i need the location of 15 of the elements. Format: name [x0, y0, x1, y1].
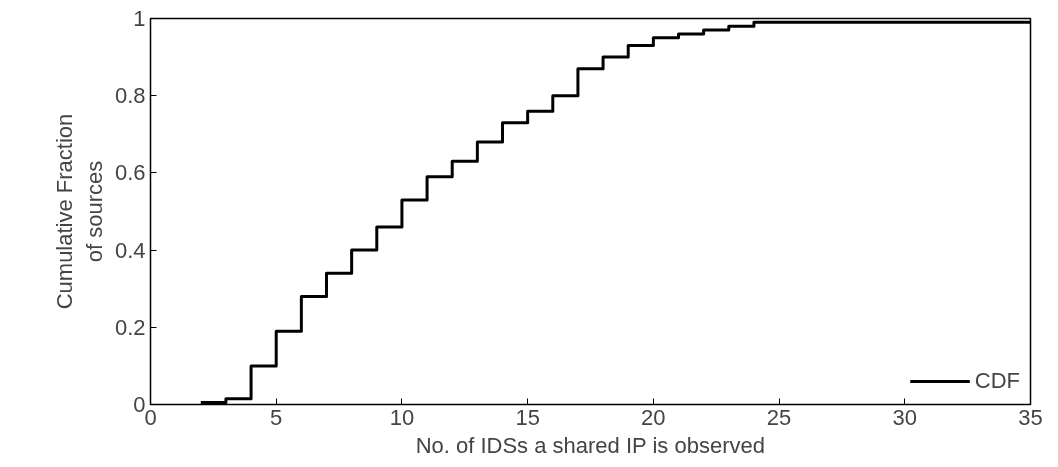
- y-tick-label: 1: [133, 6, 146, 31]
- y-tick-label: 0.6: [114, 160, 146, 186]
- x-tick-label: 25: [766, 404, 792, 430]
- y-axis-title: Cumulative Fraction of sources: [51, 113, 107, 310]
- y-tick-label: 0.8: [114, 83, 146, 109]
- x-tick-label: 15: [515, 404, 540, 430]
- x-tick-label: 20: [641, 404, 666, 430]
- x-tick-label: 35: [1018, 404, 1043, 430]
- x-tick-label: 10: [389, 404, 415, 430]
- x-axis-title: No. of IDSs a shared IP is observed: [415, 432, 765, 458]
- legend-label: CDF: [974, 368, 1020, 394]
- y-tick-label: 0.2: [114, 314, 146, 340]
- x-tick-label: 5: [270, 404, 283, 430]
- x-tick-label: 30: [892, 404, 918, 430]
- y-tick-label: 0.4: [114, 237, 146, 263]
